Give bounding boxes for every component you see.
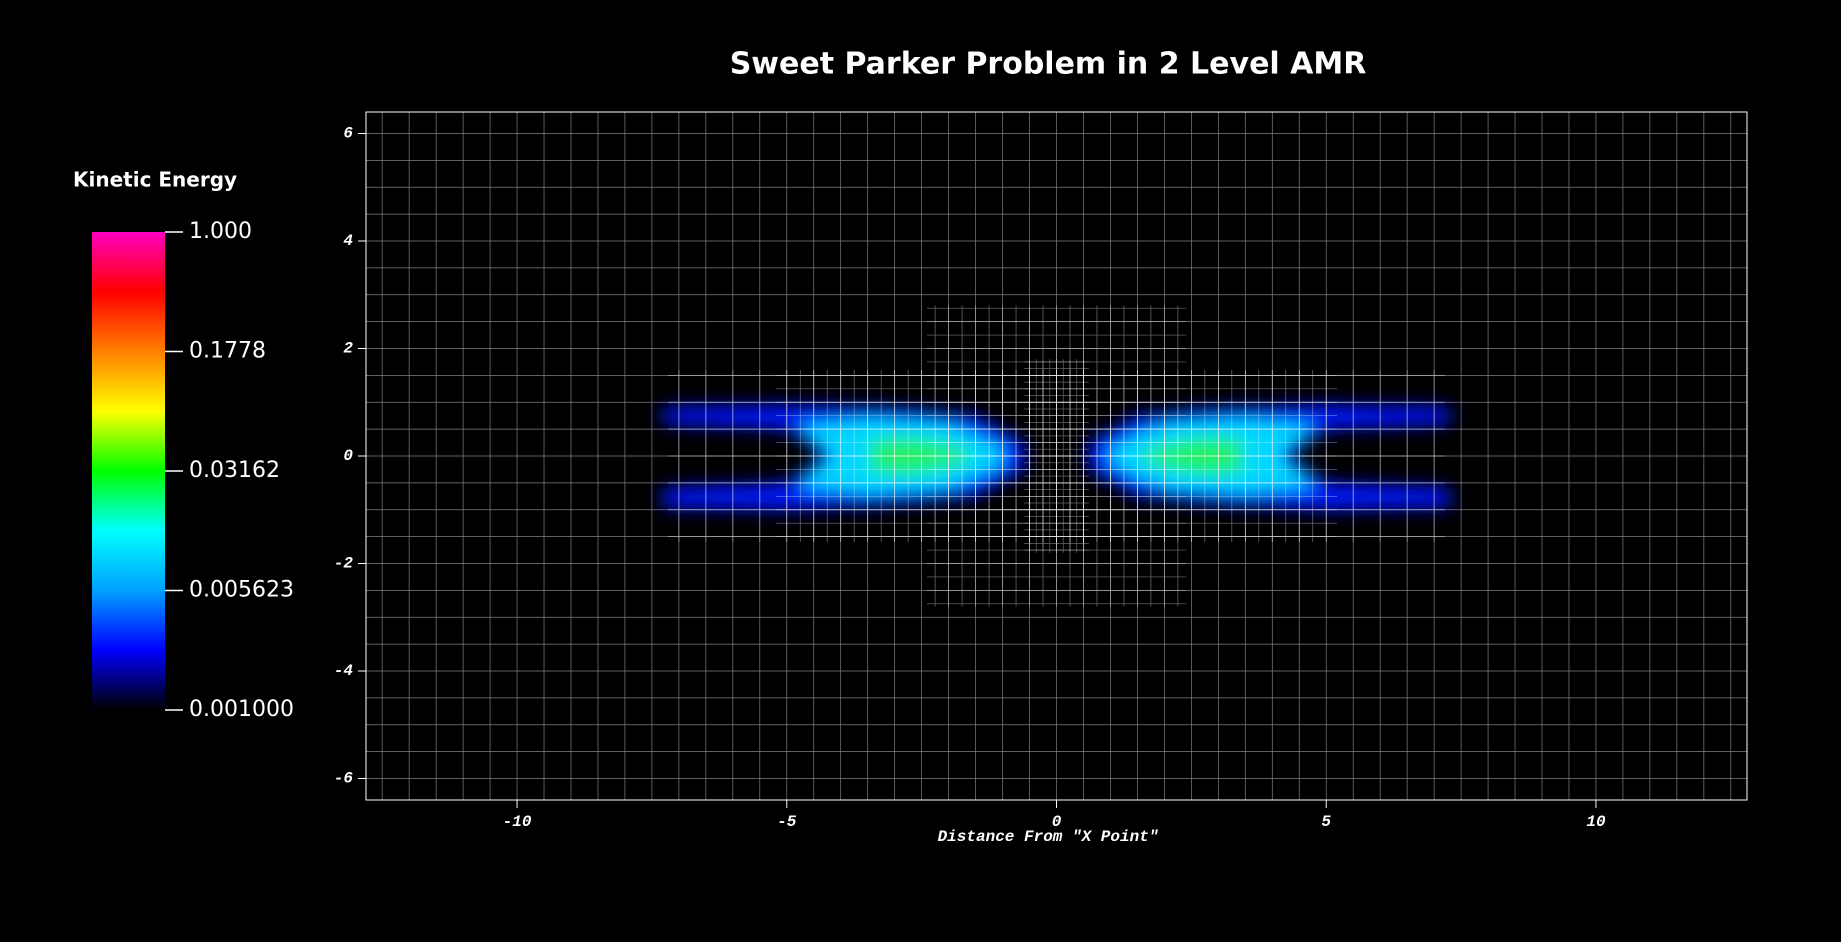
mesh <box>927 305 1186 607</box>
x-tick-label: 10 <box>1586 813 1606 831</box>
x-tick-label: 5 <box>1321 813 1331 831</box>
colorbar-tick-label: 0.1778 <box>189 339 266 364</box>
y-tick-label: -4 <box>334 662 354 680</box>
y-tick-label: 4 <box>343 232 353 250</box>
x-axis-label: Distance From "X Point" <box>938 828 1159 846</box>
x-tick-label: 0 <box>1052 813 1062 831</box>
mesh <box>668 370 1445 542</box>
y-tick-label: -2 <box>334 555 354 573</box>
y-tick-label: -6 <box>334 770 354 788</box>
colorbar-title: Kinetic Energy <box>73 168 237 192</box>
y-tick-label: 6 <box>343 125 353 143</box>
colorbar-tick-label: 0.001000 <box>189 697 294 722</box>
colorbar-tick-label: 0.005623 <box>189 578 294 603</box>
colorbar-tick-label: 1.000 <box>189 219 252 244</box>
y-tick-label: 2 <box>343 340 353 358</box>
colorbar-tick-label: 0.03162 <box>189 458 280 483</box>
mesh <box>775 370 1338 542</box>
chart-title: Sweet Parker Problem in 2 Level AMR <box>730 47 1367 82</box>
x-tick-label: -5 <box>777 813 797 831</box>
colorbar <box>92 232 165 710</box>
y-tick-label: 0 <box>343 447 353 465</box>
x-tick-label: -10 <box>503 813 532 831</box>
mesh <box>1024 359 1089 553</box>
